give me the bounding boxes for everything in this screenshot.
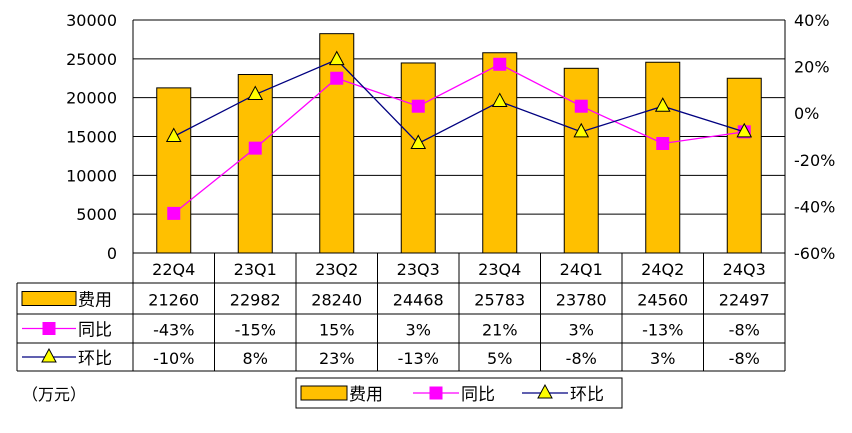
table-cell: 3% xyxy=(650,349,675,368)
table-key-marker-同比 xyxy=(42,322,56,335)
point-环比-24Q3 xyxy=(736,122,753,138)
line-series xyxy=(165,50,753,220)
line-同比 xyxy=(173,63,745,214)
x-tick-label: 24Q3 xyxy=(723,260,766,279)
table-cell: 5% xyxy=(487,349,512,368)
table-cell: -8% xyxy=(729,321,760,340)
point-环比-23Q1 xyxy=(247,85,264,101)
legend-key-marker-同比 xyxy=(429,386,443,400)
table-cell: 22982 xyxy=(230,291,281,310)
point-同比-22Q4 xyxy=(167,206,181,220)
point-同比-24Q2 xyxy=(656,136,670,150)
y-right-tick-label: 0% xyxy=(794,104,819,123)
point-环比-24Q2 xyxy=(654,97,671,112)
bar-24Q2 xyxy=(645,61,681,254)
point-同比-23Q4 xyxy=(493,57,507,71)
table-cell: 23% xyxy=(319,349,355,368)
legend-label: 费用 xyxy=(349,385,383,405)
unit-label: （万元） xyxy=(22,385,86,404)
point-同比-23Q2 xyxy=(330,71,344,85)
table-cell: -15% xyxy=(235,321,276,340)
legend-key-marker-环比 xyxy=(537,383,553,399)
table-cell: 8% xyxy=(243,349,268,368)
x-tick-label: 23Q4 xyxy=(478,260,521,279)
table-cell: -13% xyxy=(642,321,683,340)
table-cell: 22497 xyxy=(719,291,770,310)
point-同比-23Q1 xyxy=(248,141,262,155)
y-left-tick-label: 30000 xyxy=(66,11,117,30)
y-right-tick-label: 40% xyxy=(794,11,830,30)
table-cell: 24560 xyxy=(637,291,688,310)
gridlines xyxy=(133,19,785,254)
data-table: 22Q4 23Q1 23Q2 23Q3 23Q4 24Q1 24Q2 24Q3 费用 21260 2… xyxy=(16,252,786,372)
table-cell: 23780 xyxy=(556,291,607,310)
table-cell: 25783 xyxy=(474,291,525,310)
x-tick-label: 22Q4 xyxy=(152,260,195,279)
table-key-费用 xyxy=(21,291,77,306)
y-right-tick-label: 20% xyxy=(794,58,830,77)
x-tick-label: 23Q1 xyxy=(234,260,277,279)
table-cell: -43% xyxy=(153,321,194,340)
y-left-tick-label: 5000 xyxy=(76,205,117,224)
point-环比-23Q2 xyxy=(328,50,345,66)
x-tick-label: 23Q3 xyxy=(397,260,440,279)
legend-label: 同比 xyxy=(461,385,495,405)
table-cell: 21260 xyxy=(148,291,199,310)
point-环比-23Q4 xyxy=(491,92,508,108)
table-cell: 15% xyxy=(319,321,355,340)
point-环比-22Q4 xyxy=(165,127,182,142)
legend-key-费用 xyxy=(300,385,348,401)
table-cell: 21% xyxy=(482,321,518,340)
legend: 费用 同比 环比 xyxy=(295,377,623,409)
y-right-tick-label: -60% xyxy=(794,244,835,263)
table-row-label: 同比 xyxy=(78,321,112,341)
table-cell: -13% xyxy=(398,349,439,368)
x-tick-label: 24Q1 xyxy=(560,260,603,279)
table-cell: -8% xyxy=(729,349,760,368)
table-cell: -10% xyxy=(153,349,194,368)
y-right-tick-label: -40% xyxy=(794,197,835,216)
x-tick-label: 24Q2 xyxy=(641,260,684,279)
legend-label: 环比 xyxy=(570,385,604,405)
bar-23Q3 xyxy=(400,62,436,254)
table-cell: 28240 xyxy=(311,291,362,310)
bar-series-expense xyxy=(156,33,762,254)
bar-23Q2 xyxy=(319,33,355,254)
line-环比 xyxy=(173,58,745,145)
table-cell: 3% xyxy=(569,321,594,340)
y-axis-left: 0 5000 10000 15000 20000 25000 30000 xyxy=(66,11,117,263)
y-left-tick-label: 25000 xyxy=(66,50,117,69)
point-环比-24Q1 xyxy=(573,122,590,138)
point-环比-23Q3 xyxy=(410,134,427,149)
bar-24Q1 xyxy=(563,67,599,254)
bar-24Q3 xyxy=(726,77,762,254)
bar-22Q4 xyxy=(156,87,192,254)
point-同比-23Q3 xyxy=(411,99,425,113)
point-同比-24Q1 xyxy=(574,99,588,113)
y-left-tick-label: 15000 xyxy=(66,128,117,147)
y-right-tick-label: -20% xyxy=(794,151,835,170)
y-left-tick-label: 0 xyxy=(107,244,117,263)
table-cell: -8% xyxy=(566,349,597,368)
x-tick-label: 23Q2 xyxy=(315,260,358,279)
y-left-tick-label: 20000 xyxy=(66,89,117,108)
bar-23Q4 xyxy=(482,52,518,254)
y-axis-right: -60% -40% -20% 0% 20% 40% xyxy=(794,11,835,263)
y-left-tick-label: 10000 xyxy=(66,166,117,185)
table-key-marker-环比 xyxy=(41,347,57,363)
table-row-label: 环比 xyxy=(78,349,112,369)
table-cell: 24468 xyxy=(393,291,444,310)
plot-frame xyxy=(132,20,786,253)
table-cell: 3% xyxy=(406,321,431,340)
table-row-label: 费用 xyxy=(78,291,112,311)
